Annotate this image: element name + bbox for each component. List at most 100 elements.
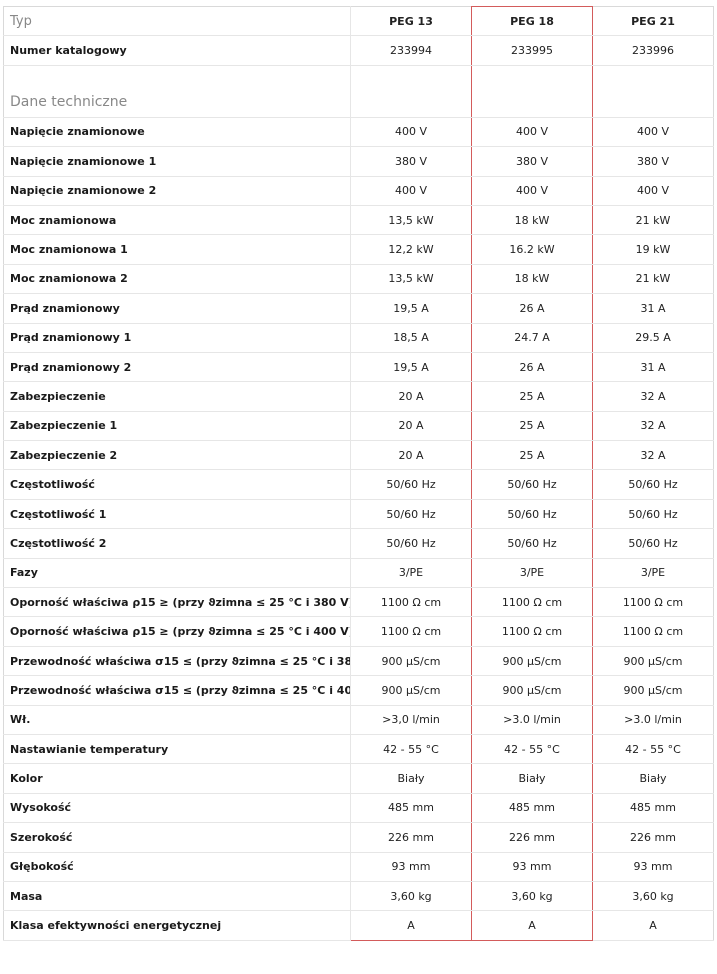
spec-row: Moc znamionowa 2 13,5 kW 18 kW 21 kW	[3, 264, 714, 295]
spec-value: 1100 Ω cm	[471, 587, 593, 618]
spec-row: Zabezpieczenie 2 20 A 25 A 32 A	[3, 440, 714, 471]
spec-label: Kolor	[3, 763, 351, 794]
spec-table: Typ PEG 13 PEG 18 PEG 21 Numer katalogow…	[3, 5, 714, 941]
spec-row: Napięcie znamionowe 400 V 400 V 400 V	[3, 117, 714, 148]
spec-value: 25 A	[471, 440, 593, 471]
spec-value: 25 A	[471, 381, 593, 412]
spec-label: Moc znamionowa 1	[3, 234, 351, 265]
catalog-label: Numer katalogowy	[3, 35, 351, 66]
spec-label: Moc znamionowa	[3, 205, 351, 236]
spec-value: 93 mm	[350, 852, 472, 882]
spec-value: 1100 Ω cm	[592, 616, 714, 647]
spec-label: Zabezpieczenie 1	[3, 411, 351, 442]
spec-value: 18 kW	[471, 264, 593, 295]
spec-value: 20 A	[350, 381, 472, 412]
spec-row: Oporność właściwa ρ15 ≥ (przy ϑzimna ≤ 2…	[3, 587, 714, 618]
spec-row: Fazy 3/PE 3/PE 3/PE	[3, 558, 714, 589]
catalog-value: 233995	[471, 35, 593, 66]
spec-value: >3.0 l/min	[592, 705, 714, 735]
spec-value: 50/60 Hz	[592, 528, 714, 559]
spec-row: Zabezpieczenie 20 A 25 A 32 A	[3, 381, 714, 412]
spec-value: >3.0 l/min	[471, 705, 593, 735]
spec-value: 3,60 kg	[592, 881, 714, 912]
spec-label: Częstotliwość	[3, 469, 351, 500]
spec-row: Częstotliwość 2 50/60 Hz 50/60 Hz 50/60 Hz	[3, 528, 714, 559]
catalog-value: 233996	[592, 35, 714, 66]
spec-row: Zabezpieczenie 1 20 A 25 A 32 A	[3, 411, 714, 442]
spec-label: Napięcie znamionowe 2	[3, 176, 351, 206]
spec-label: Moc znamionowa 2	[3, 264, 351, 295]
spec-value: 32 A	[592, 381, 714, 412]
spec-value: 380 V	[350, 146, 472, 177]
spec-value: 3/PE	[350, 558, 472, 589]
header-type-label: Typ	[3, 6, 351, 37]
spec-value: 21 kW	[592, 205, 714, 236]
section-cell	[592, 65, 714, 118]
spec-value: 93 mm	[471, 852, 593, 882]
spec-value: 380 V	[471, 146, 593, 177]
spec-value: 26 A	[471, 293, 593, 324]
spec-value: 226 mm	[471, 822, 593, 853]
section-cell	[471, 65, 593, 118]
spec-value: A	[592, 910, 714, 941]
spec-value: 50/60 Hz	[350, 528, 472, 559]
spec-value: 485 mm	[592, 793, 714, 824]
spec-row: Klasa efektywności energetycznej A A A	[3, 910, 714, 941]
spec-row: Wł. >3,0 l/min >3.0 l/min >3.0 l/min	[3, 705, 714, 735]
spec-label: Napięcie znamionowe	[3, 117, 351, 148]
spec-row: Częstotliwość 1 50/60 Hz 50/60 Hz 50/60 Hz	[3, 499, 714, 530]
spec-value: Biały	[350, 763, 472, 794]
spec-value: 380 V	[592, 146, 714, 177]
spec-label: Przewodność właściwa σ15 ≤ (przy ϑzimna …	[3, 646, 351, 677]
spec-value: A	[350, 910, 472, 941]
spec-value: 21 kW	[592, 264, 714, 295]
spec-value: 50/60 Hz	[350, 499, 472, 530]
spec-label: Oporność właściwa ρ15 ≥ (przy ϑzimna ≤ 2…	[3, 616, 351, 647]
spec-value: 16.2 kW	[471, 234, 593, 265]
spec-row: Kolor Biały Biały Biały	[3, 763, 714, 794]
spec-value: Biały	[471, 763, 593, 794]
spec-row: Masa 3,60 kg 3,60 kg 3,60 kg	[3, 881, 714, 912]
spec-label: Wysokość	[3, 793, 351, 824]
spec-label: Wł.	[3, 705, 351, 735]
spec-value: 1100 Ω cm	[350, 616, 472, 647]
spec-row: Prąd znamionowy 19,5 A 26 A 31 A	[3, 293, 714, 324]
spec-value: 29.5 A	[592, 323, 714, 353]
spec-row: Moc znamionowa 13,5 kW 18 kW 21 kW	[3, 205, 714, 236]
spec-value: 900 μS/cm	[471, 675, 593, 706]
model-peg-18: PEG 18	[471, 5, 593, 37]
spec-row: Napięcie znamionowe 2 400 V 400 V 400 V	[3, 176, 714, 206]
spec-value: 26 A	[471, 352, 593, 383]
spec-value: 900 μS/cm	[350, 675, 472, 706]
section-cell	[350, 65, 472, 118]
spec-value: 31 A	[592, 352, 714, 383]
spec-value: 19 kW	[592, 234, 714, 265]
spec-value: 18 kW	[471, 205, 593, 236]
spec-label: Nastawianie temperatury	[3, 734, 351, 765]
spec-row: Prąd znamionowy 2 19,5 A 26 A 31 A	[3, 352, 714, 383]
spec-value: 400 V	[592, 176, 714, 206]
header-row: Typ PEG 13 PEG 18 PEG 21	[3, 5, 714, 37]
spec-row: Głębokość 93 mm 93 mm 93 mm	[3, 852, 714, 882]
spec-value: 400 V	[350, 176, 472, 206]
spec-value: 3,60 kg	[471, 881, 593, 912]
spec-value: >3,0 l/min	[350, 705, 472, 735]
spec-label: Klasa efektywności energetycznej	[3, 910, 351, 941]
spec-label: Zabezpieczenie	[3, 381, 351, 412]
spec-value: 50/60 Hz	[592, 499, 714, 530]
spec-label: Masa	[3, 881, 351, 912]
spec-row: Prąd znamionowy 1 18,5 A 24.7 A 29.5 A	[3, 323, 714, 353]
spec-value: 3/PE	[471, 558, 593, 589]
spec-value: 50/60 Hz	[471, 469, 593, 500]
catalog-row: Numer katalogowy 233994 233995 233996	[3, 35, 714, 66]
spec-value: 3/PE	[592, 558, 714, 589]
spec-value: 400 V	[471, 117, 593, 148]
spec-value: Biały	[592, 763, 714, 794]
spec-row: Oporność właściwa ρ15 ≥ (przy ϑzimna ≤ 2…	[3, 616, 714, 647]
spec-label: Fazy	[3, 558, 351, 589]
model-peg-21: PEG 21	[592, 6, 714, 37]
spec-value: 226 mm	[350, 822, 472, 853]
spec-label: Częstotliwość 1	[3, 499, 351, 530]
spec-value: 900 μS/cm	[350, 646, 472, 677]
spec-label: Oporność właściwa ρ15 ≥ (przy ϑzimna ≤ 2…	[3, 587, 351, 618]
